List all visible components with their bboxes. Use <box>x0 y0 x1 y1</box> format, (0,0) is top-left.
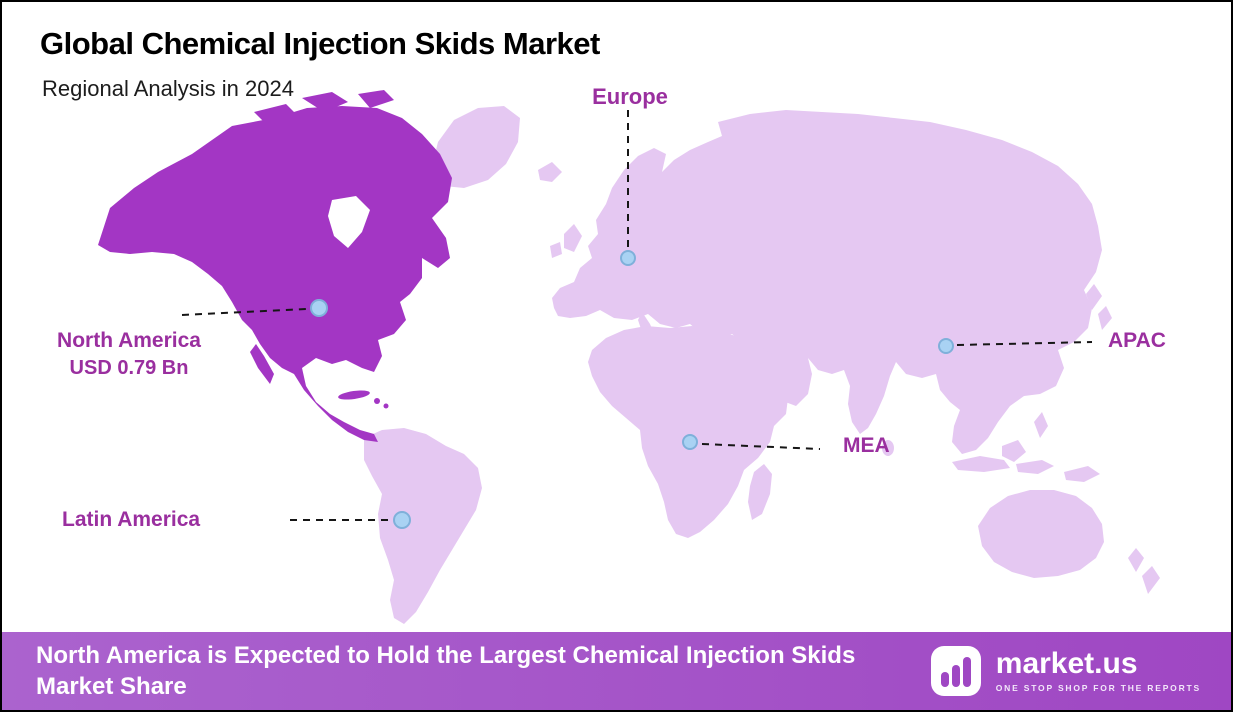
region-new-zealand <box>1128 548 1160 594</box>
region-japan <box>1086 284 1112 330</box>
label-apac: APAC <box>1108 329 1166 352</box>
region-sri-lanka <box>882 440 894 456</box>
marker-north-america <box>310 299 328 317</box>
region-arctic-islands <box>254 90 394 124</box>
label-europe: Europe <box>592 84 668 109</box>
page-title: Global Chemical Injection Skids Market <box>40 26 600 61</box>
logo-tagline: ONE STOP SHOP FOR THE REPORTS <box>995 683 1201 693</box>
leader-mea <box>701 443 821 450</box>
region-madagascar <box>748 464 772 520</box>
label-north-america: North America USD 0.79 Bn <box>29 329 229 380</box>
page-subtitle: Regional Analysis in 2024 <box>42 76 294 101</box>
region-indonesia <box>952 412 1100 482</box>
leader-apac <box>956 341 1093 346</box>
region-uk <box>564 224 582 252</box>
region-africa <box>588 326 788 538</box>
leader-north-america <box>181 308 308 316</box>
region-iceland <box>538 162 562 182</box>
banner-text: North America is Expected to Hold the La… <box>36 641 856 700</box>
marker-mea <box>682 434 698 450</box>
region-australia <box>978 490 1104 578</box>
region-greenland <box>430 106 520 188</box>
region-caribbean-island2 <box>383 403 389 409</box>
banner: North America is Expected to Hold the La… <box>2 632 1231 710</box>
region-south-america <box>364 428 482 624</box>
label-latin-america: Latin America <box>62 508 201 531</box>
market-us-logo-icon <box>930 646 981 696</box>
marker-latin-america <box>393 511 411 529</box>
label-mea: MEA <box>843 434 890 457</box>
marker-europe <box>620 250 636 266</box>
logo-name: market.us <box>995 647 1138 680</box>
label-north-america-name: North America <box>57 329 201 352</box>
logo-words: market.us ONE STOP SHOP FOR THE REPORTS <box>995 647 1201 694</box>
region-eurasia <box>552 110 1102 454</box>
region-caribbean <box>338 390 370 400</box>
region-caribbean-island <box>374 398 380 404</box>
marker-apac <box>938 338 954 354</box>
logo: market.us ONE STOP SHOP FOR THE REPORTS <box>930 645 1201 697</box>
hudson-bay <box>328 196 370 248</box>
region-ireland <box>550 242 562 258</box>
label-north-america-value: USD 0.79 Bn <box>69 357 189 379</box>
region-baja <box>250 344 274 384</box>
region-north-america <box>98 106 452 442</box>
